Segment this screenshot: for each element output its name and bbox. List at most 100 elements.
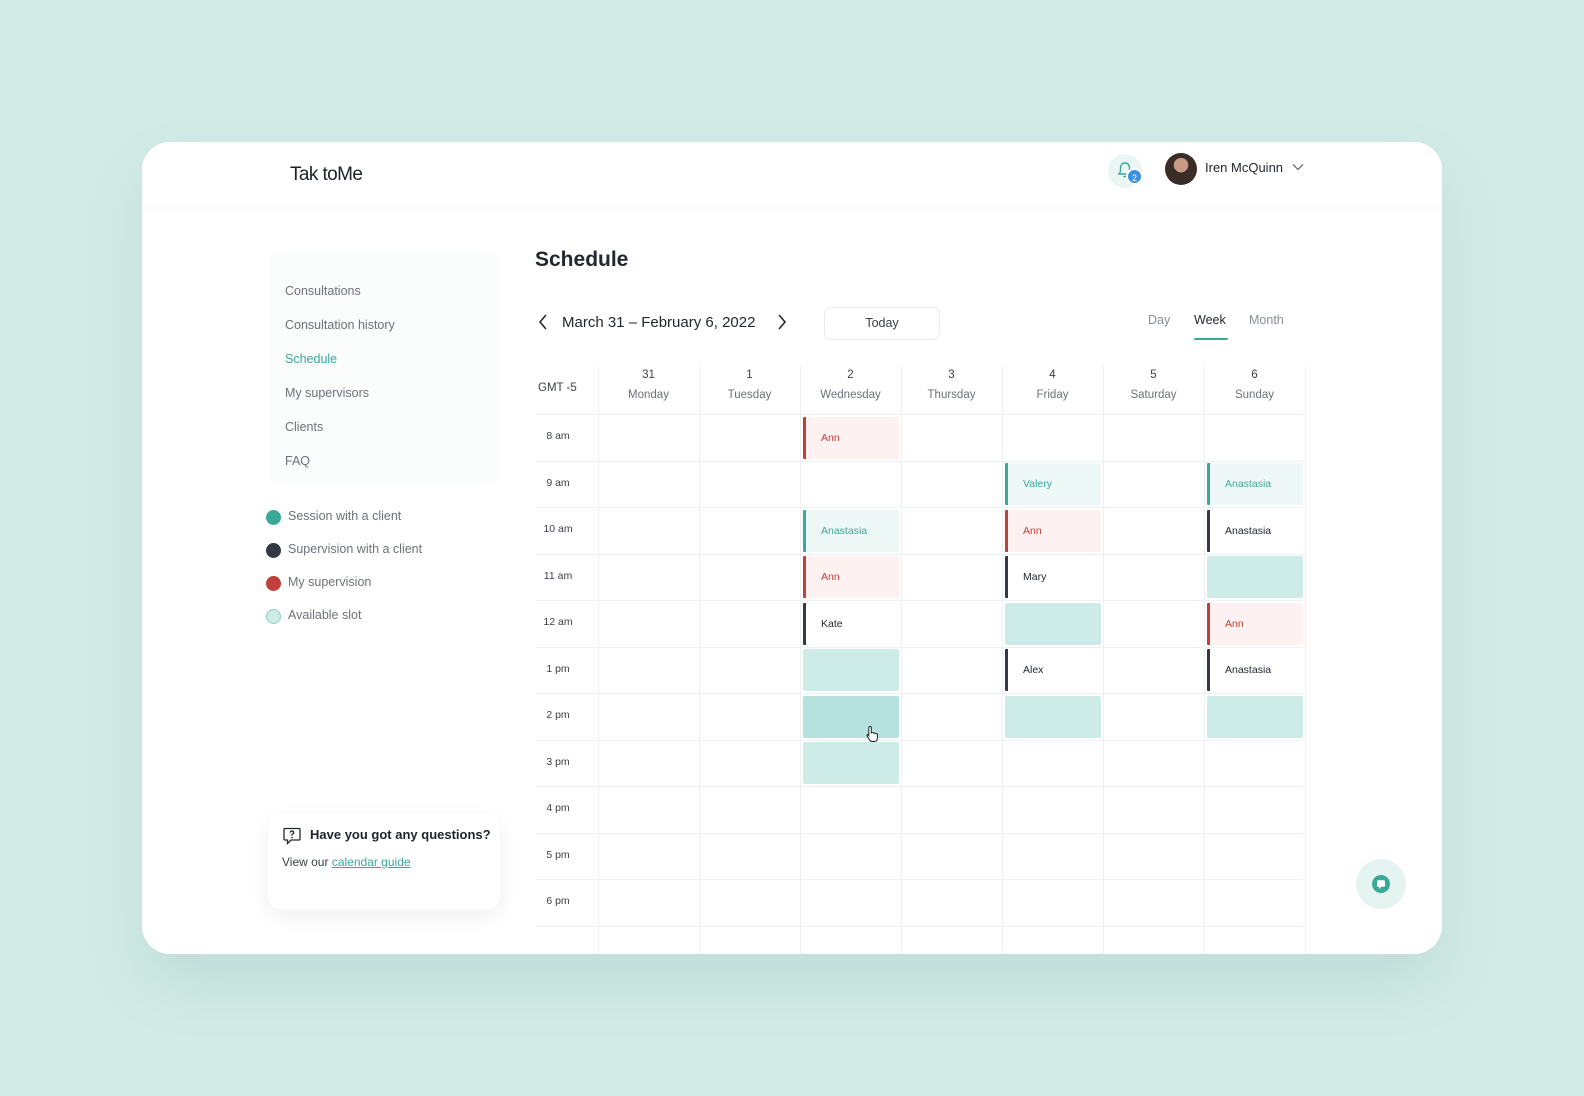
available-slot[interactable] (803, 649, 899, 691)
date-range: March 31 – February 6, 2022 (562, 314, 756, 331)
time-label: 6 pm (546, 895, 570, 907)
time-label: 1 pm (546, 662, 570, 675)
calendar-guide-link[interactable]: calendar guide (331, 855, 411, 869)
tab-week[interactable]: Week (1194, 313, 1226, 327)
notifications-button[interactable]: 2 (1108, 154, 1143, 188)
day-number: 4 (1049, 369, 1056, 381)
available-slot[interactable] (1207, 556, 1303, 598)
day-name: Sunday (1234, 389, 1274, 401)
grid-row-line (535, 693, 1303, 694)
day-name: Saturday (1130, 389, 1177, 401)
day-number: 1 (746, 369, 753, 381)
time-label: 4 pm (546, 802, 570, 814)
chat-button[interactable] (1356, 859, 1406, 909)
help-title: Have you got any questions? (310, 827, 491, 842)
day-number: 2 (847, 369, 854, 381)
calendar-event[interactable]: Ann (803, 556, 899, 598)
calendar-event[interactable]: Ann (1207, 602, 1303, 645)
grid-row-line (535, 925, 1303, 927)
user-name[interactable]: Iren McQuinn (1205, 160, 1284, 175)
grid-row-line (535, 786, 1303, 787)
chevron-right-icon[interactable] (776, 313, 788, 331)
chevron-left-icon[interactable] (537, 313, 549, 331)
grid-column-line (1204, 366, 1205, 954)
available-slot[interactable] (1207, 695, 1303, 738)
legend-dot-icon (266, 609, 281, 624)
timezone-label: GMT -5 (538, 382, 577, 394)
calendar-event[interactable]: Anastasia (1207, 463, 1303, 505)
available-slot[interactable] (1005, 695, 1101, 738)
time-label: 11 am (543, 569, 573, 582)
today-button[interactable]: Today (824, 307, 940, 340)
calendar-event[interactable]: Mary (1005, 556, 1101, 598)
day-header: 2 Wednesday (800, 366, 901, 414)
day-header: 4 Friday (1002, 366, 1103, 414)
day-header: 3 Thursday (901, 366, 1002, 414)
help-card: Have you got any questions? View our cal… (268, 814, 500, 910)
day-number: 5 (1150, 369, 1157, 381)
sidebar-item-schedule[interactable]: Schedule (285, 352, 338, 366)
day-header: 31 Monday (598, 366, 699, 414)
chevron-down-icon[interactable] (1292, 163, 1304, 171)
sidebar-nav: Consultations Consultation history Schedul… (269, 252, 501, 484)
legend-dot-icon (266, 510, 281, 525)
tab-day[interactable]: Day (1148, 313, 1171, 327)
day-number: 6 (1251, 369, 1258, 381)
calendar-event[interactable]: Anastasia (1207, 649, 1303, 691)
available-slot[interactable] (803, 742, 899, 784)
grid-column-line (1103, 366, 1104, 954)
page-title: Schedule (535, 248, 629, 271)
sidebar-item-clients[interactable]: Clients (285, 420, 324, 434)
calendar-event[interactable]: Anastasia (1207, 509, 1303, 552)
legend-dot-icon (266, 576, 281, 591)
legend-dot-icon (266, 543, 281, 558)
legend-label: Session with a client (288, 509, 402, 523)
app-logo[interactable]: Tak toMe (290, 164, 363, 185)
day-number: 31 (642, 369, 655, 381)
calendar-event[interactable]: Anastasia (803, 509, 899, 552)
sidebar-item-consultation-history[interactable]: Consultation history (285, 318, 395, 332)
week-calendar: GMT -5 31 Monday 1 Tuesday 2 Wednesday 3 Thursd… (535, 366, 1306, 954)
time-label: 2 pm (546, 709, 570, 721)
grid-row-line (535, 646, 1303, 648)
active-tab-indicator (1194, 338, 1228, 340)
day-name: Monday (628, 389, 669, 401)
grid-row-line (535, 739, 1303, 741)
grid-column-line (1002, 366, 1003, 954)
legend-label: Supervision with a client (288, 542, 423, 556)
sidebar-item-consultations[interactable]: Consultations (285, 284, 361, 298)
grid-column-line (598, 366, 599, 954)
day-header: 5 Saturday (1103, 366, 1204, 414)
calendar-event[interactable]: Ann (1005, 509, 1101, 552)
calendar-event[interactable]: Ann (803, 416, 899, 459)
calendar-event[interactable]: Kate (803, 602, 899, 645)
notification-badge: 2 (1126, 168, 1143, 185)
time-label: 8 am (546, 430, 570, 442)
time-label: 9 am (546, 476, 570, 489)
calendar-event[interactable]: Alex (1005, 649, 1101, 691)
day-header: 1 Tuesday (699, 366, 800, 414)
hand-cursor-icon (866, 725, 878, 742)
top-header: Tak toMe 2 Iren McQuinn (142, 142, 1442, 204)
day-name: Thursday (927, 389, 976, 401)
available-slot[interactable] (803, 695, 899, 738)
calendar-event[interactable]: Valery (1005, 463, 1101, 505)
sidebar-item-faq[interactable]: FAQ (285, 454, 311, 468)
available-slot[interactable] (1005, 602, 1101, 645)
tab-month[interactable]: Month (1249, 313, 1284, 327)
app-window: Tak toMe 2 Iren McQuinn Consultations Con… (142, 142, 1442, 954)
time-label: 5 pm (546, 848, 570, 861)
day-header: 6 Sunday (1204, 366, 1305, 414)
grid-row-line (535, 460, 1303, 462)
day-name: Tuesday (727, 389, 772, 401)
legend-label: My supervision (288, 575, 372, 589)
grid-column-line (901, 366, 902, 954)
grid-row-line (535, 507, 1303, 508)
help-text: View our calendar guide (282, 855, 411, 869)
help-text-prefix: View our (282, 855, 332, 869)
legend-label: Available slot (288, 608, 362, 622)
sidebar-item-my-supervisors[interactable]: My supervisors (285, 386, 370, 400)
grid-column-line (1305, 366, 1306, 954)
avatar[interactable] (1165, 153, 1197, 185)
grid-column-line (699, 366, 700, 954)
